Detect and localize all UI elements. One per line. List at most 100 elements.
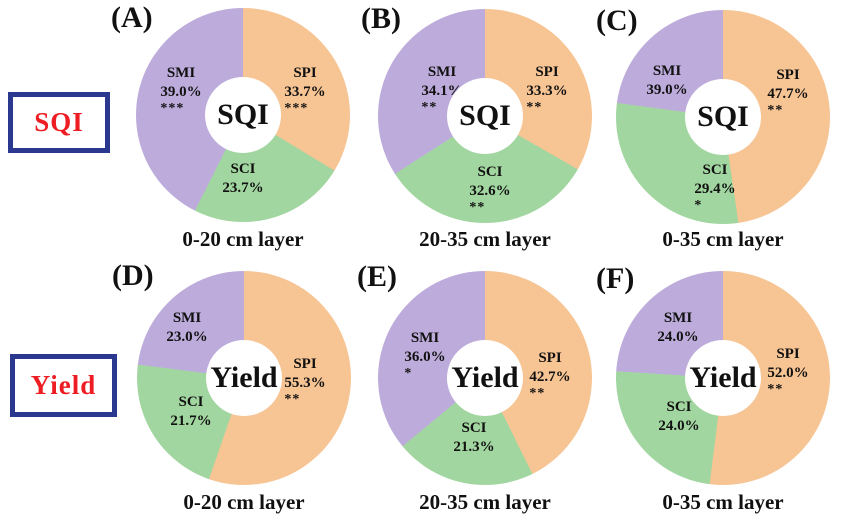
slice-value: 33.7% xyxy=(284,84,326,100)
slice-name: SMI xyxy=(172,310,202,326)
slice-value: 21.7% xyxy=(170,413,212,429)
slice-label-smi: SMI 36.0% * xyxy=(404,329,445,381)
slice-label-smi: SMI 39.0% xyxy=(646,62,687,102)
slice-label-sci: SCI 21.7% xyxy=(170,393,211,433)
slice-label-sci: SCI 32.6% ** xyxy=(469,163,510,215)
slice-significance xyxy=(657,347,698,349)
slice-significance xyxy=(646,100,687,102)
slice-name: SMI xyxy=(652,63,682,79)
slice-name: SPI xyxy=(776,67,800,83)
slice-label-spi: SPI 33.7% *** xyxy=(284,64,325,116)
slice-name: SPI xyxy=(293,356,317,372)
slice-label-spi: SPI 47.7% ** xyxy=(767,66,808,118)
slice-significance: ** xyxy=(469,200,486,215)
slice-name: SPI xyxy=(535,64,559,80)
slice-name: SPI xyxy=(538,350,562,366)
donut-hole: Yield xyxy=(206,340,282,416)
panel-letter-e: (E) xyxy=(357,260,397,293)
slice-name: SPI xyxy=(293,65,317,81)
slice-value: 23.0% xyxy=(166,329,208,345)
slice-significance: ** xyxy=(526,100,543,115)
slice-name: SMI xyxy=(166,65,196,81)
slice-label-sci: SCI 29.4% * xyxy=(694,161,735,213)
donut-chart-d: SMI 23.0% SPI 55.3% ** SCI 21.7% Yield xyxy=(137,271,351,485)
donut-center-label: Yield xyxy=(451,361,519,394)
slice-value: 47.7% xyxy=(767,86,809,102)
slice-significance: *** xyxy=(284,101,309,116)
donut-hole: SQI xyxy=(447,78,523,154)
slice-value: 21.3% xyxy=(453,439,495,455)
slice-value: 42.7% xyxy=(529,369,571,385)
slice-value: 39.0% xyxy=(160,84,202,100)
donut-hole: SQI xyxy=(685,79,761,155)
slice-significance xyxy=(170,431,211,433)
slice-name: SCI xyxy=(178,394,204,410)
layer-label-f: 0-35 cm layer xyxy=(662,490,784,514)
slice-significance: *** xyxy=(160,101,185,116)
row-header-sqi-label: SQI xyxy=(34,107,84,137)
slice-value: 55.3% xyxy=(284,375,326,391)
slice-value: 23.7% xyxy=(222,180,264,196)
slice-label-spi: SPI 52.0% ** xyxy=(767,345,808,397)
slice-value: 52.0% xyxy=(767,365,809,381)
donut-hole: SQI xyxy=(205,77,281,153)
slice-significance: * xyxy=(404,366,413,381)
slice-label-sci: SCI 21.3% xyxy=(453,419,494,459)
slice-label-smi: SMI 39.0% *** xyxy=(160,64,201,116)
slice-name: SMI xyxy=(427,64,457,80)
donut-center-label: SQI xyxy=(217,98,269,131)
slice-name: SMI xyxy=(410,330,440,346)
slice-name: SPI xyxy=(776,346,800,362)
slice-name: SCI xyxy=(230,161,256,177)
slice-label-sci: SCI 23.7% xyxy=(222,160,263,200)
panel-letter-f: (F) xyxy=(596,262,635,295)
slice-name: SCI xyxy=(666,399,692,415)
slice-name: SCI xyxy=(477,164,503,180)
slice-value: 24.0% xyxy=(657,329,699,345)
donut-hole: Yield xyxy=(447,340,523,416)
row-header-yield-label: Yield xyxy=(30,370,97,400)
donut-chart-c: SMI 39.0% SPI 47.7% ** SCI 29.4% * SQI xyxy=(616,10,830,224)
donut-chart-a: SMI 39.0% *** SPI 33.7% *** SCI 23.7% SQ… xyxy=(136,8,350,222)
panel-letter-d: (D) xyxy=(112,259,154,292)
panel-letter-b: (B) xyxy=(361,2,401,35)
slice-name: SCI xyxy=(461,420,487,436)
slice-label-spi: SPI 55.3% ** xyxy=(284,355,325,407)
slice-name: SCI xyxy=(702,162,728,178)
slice-significance: * xyxy=(694,198,703,213)
slice-significance: ** xyxy=(767,103,784,118)
slice-significance: ** xyxy=(767,382,784,397)
donut-center-label: SQI xyxy=(459,99,511,132)
row-header-sqi: SQI xyxy=(8,92,110,153)
slice-significance xyxy=(222,198,263,200)
donut-center-label: SQI xyxy=(697,100,749,133)
donut-chart-e: SMI 36.0% * SPI 42.7% ** SCI 21.3% Yield xyxy=(378,271,592,485)
donut-center-label: Yield xyxy=(210,361,278,394)
slice-significance: ** xyxy=(529,386,546,401)
slice-value: 33.3% xyxy=(526,83,568,99)
slice-value: 32.6% xyxy=(469,183,511,199)
slice-label-smi: SMI 24.0% xyxy=(657,309,698,349)
slice-name: SMI xyxy=(663,310,693,326)
slice-significance xyxy=(658,436,699,438)
slice-value: 24.0% xyxy=(658,418,700,434)
slice-value: 36.0% xyxy=(404,349,446,365)
slice-significance: ** xyxy=(284,392,301,407)
panel-letter-a: (A) xyxy=(111,1,153,34)
layer-label-d: 0-20 cm layer xyxy=(183,490,305,514)
slice-value: 29.4% xyxy=(694,181,736,197)
slice-label-spi: SPI 33.3% ** xyxy=(526,63,567,115)
layer-label-b: 20-35 cm layer xyxy=(419,227,551,251)
slice-value: 39.0% xyxy=(646,82,688,98)
donut-chart-f: SMI 24.0% SPI 52.0% ** SCI 24.0% Yield xyxy=(616,271,830,485)
slice-label-smi: SMI 23.0% xyxy=(166,309,207,349)
panel-letter-c: (C) xyxy=(596,4,638,37)
row-header-yield: Yield xyxy=(10,354,117,417)
layer-label-e: 20-35 cm layer xyxy=(419,490,551,514)
slice-label-sci: SCI 24.0% xyxy=(658,398,699,438)
donut-center-label: Yield xyxy=(689,361,757,394)
slice-significance xyxy=(453,457,494,459)
slice-label-spi: SPI 42.7% ** xyxy=(529,349,570,401)
layer-label-a: 0-20 cm layer xyxy=(182,227,304,251)
